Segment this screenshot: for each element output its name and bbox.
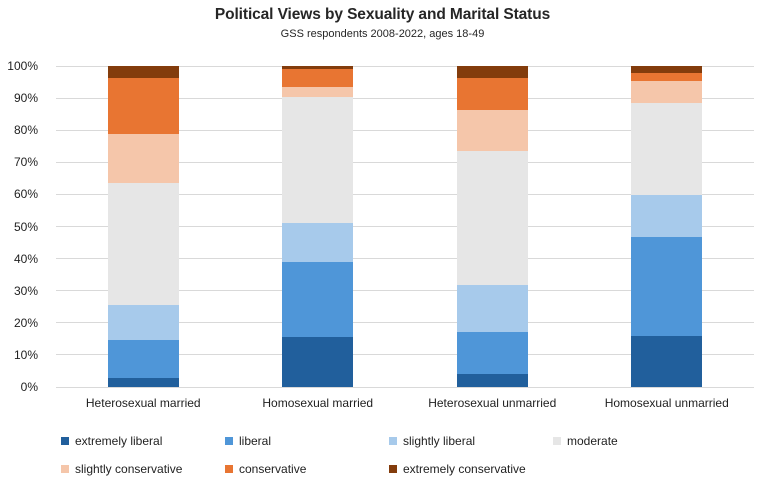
bar-2 <box>456 66 528 387</box>
bar-segment <box>456 373 528 387</box>
bar-3 <box>631 66 703 387</box>
bar-segment <box>631 195 703 238</box>
bar-segment <box>107 340 179 378</box>
legend-marker-icon <box>553 437 561 445</box>
y-tick-label: 40% <box>13 251 38 266</box>
legend-marker-icon <box>389 437 397 445</box>
y-tick-label: 10% <box>13 347 38 362</box>
bar-segment <box>282 87 354 98</box>
gridline <box>56 161 754 163</box>
bar-segment <box>282 97 354 223</box>
legend-marker-icon <box>61 465 69 473</box>
legend-item: extremely conservative <box>389 461 526 477</box>
gridline <box>56 354 754 356</box>
y-tick-label: 100% <box>7 59 38 73</box>
bar-segment <box>107 304 179 341</box>
legend-marker-icon <box>225 465 233 473</box>
legend-label: slightly conservative <box>75 462 183 476</box>
bar-segment <box>282 66 354 70</box>
legend-label: conservative <box>239 462 307 476</box>
y-tick-label: 70% <box>13 155 38 170</box>
legend-marker-icon <box>225 437 233 445</box>
bar-segment <box>107 66 179 79</box>
bar-slot <box>580 66 755 387</box>
bar-segment <box>107 78 179 135</box>
bar-segment <box>456 151 528 286</box>
bar-segment <box>631 336 703 387</box>
legend-label: liberal <box>239 434 272 448</box>
chart-title: Political Views by Sexuality and Marital… <box>214 6 551 23</box>
gridline <box>56 258 754 260</box>
y-tick-label: 60% <box>13 187 38 202</box>
bar-segment <box>282 261 354 337</box>
gridline <box>56 226 754 227</box>
bar-1 <box>282 66 354 387</box>
x-tick-label: Homosexual married <box>262 396 374 410</box>
legend-item: slightly liberal <box>389 433 475 449</box>
bar-segment <box>456 66 528 78</box>
bar-segment <box>631 81 703 103</box>
bar-slot <box>405 66 580 387</box>
bar-segment <box>107 182 179 305</box>
x-tick-label: Homosexual unmarried <box>604 396 729 410</box>
bars-row <box>56 66 754 387</box>
bar-segment <box>107 377 179 387</box>
y-tick-label: 90% <box>13 91 38 106</box>
y-tick-label: 30% <box>13 283 38 298</box>
chart-subtitle: GSS respondents 2008-2022, ages 18-49 <box>280 28 485 40</box>
legend-item: extremely liberal <box>61 433 162 449</box>
gridline <box>56 386 754 388</box>
bar-segment <box>631 66 703 74</box>
bar-segment <box>456 77 528 110</box>
gridline <box>56 129 754 131</box>
plot-area <box>56 65 754 388</box>
bar-0 <box>107 66 179 387</box>
y-tick-label: 0% <box>20 380 38 394</box>
bar-segment <box>631 73 703 82</box>
legend-item: moderate <box>553 433 618 449</box>
bar-segment <box>282 336 354 387</box>
y-tick-label: 50% <box>13 219 38 234</box>
legend-item: conservative <box>225 461 306 477</box>
y-tick-label: 20% <box>13 315 38 330</box>
legend-item: liberal <box>225 433 271 449</box>
bar-segment <box>631 237 703 337</box>
legend-label: moderate <box>567 434 618 448</box>
bar-slot <box>56 66 231 387</box>
chart-header: Political Views by Sexuality and Marital… <box>0 6 765 40</box>
bar-segment <box>282 222 354 262</box>
bar-segment <box>631 102 703 196</box>
x-tick-label: Heterosexual unmarried <box>428 396 557 410</box>
bar-segment <box>107 134 179 183</box>
bar-segment <box>456 285 528 332</box>
gridline <box>56 97 754 99</box>
legend-label: extremely conservative <box>403 462 526 476</box>
gridline <box>56 193 754 195</box>
gridline <box>56 65 754 67</box>
gridline <box>56 290 754 292</box>
bar-segment <box>456 109 528 152</box>
y-tick-label: 80% <box>13 123 38 138</box>
legend-marker-icon <box>61 437 69 445</box>
legend-label: extremely liberal <box>75 434 163 448</box>
y-axis: 0% 10% 20% 30% 40% 50% 60% 70% 80% 90% 100% <box>0 59 40 394</box>
gridline <box>56 322 754 324</box>
bar-segment <box>282 69 354 88</box>
legend-marker-icon <box>389 465 397 473</box>
legend-item: slightly conservative <box>61 461 182 477</box>
bar-segment <box>456 331 528 374</box>
x-axis: Heterosexual married Homosexual married He… <box>56 396 754 410</box>
bar-slot <box>231 66 406 387</box>
legend-label: slightly liberal <box>403 434 476 448</box>
x-tick-label: Heterosexual married <box>85 396 201 410</box>
